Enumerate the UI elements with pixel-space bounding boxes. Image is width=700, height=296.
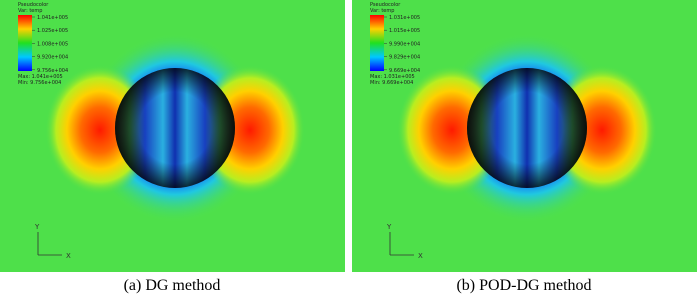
legend-max: Max: 1.041e+005: [18, 74, 63, 80]
sphere-shade: [115, 68, 235, 188]
legend-variable: Var: temp: [18, 8, 42, 14]
legend-label: 1.025e+005: [37, 28, 68, 34]
axis-x-label: X: [66, 252, 71, 260]
caption: (a) DG method: [124, 277, 221, 294]
axis-x-label: X: [418, 252, 423, 260]
caption: (b) POD-DG method: [456, 277, 591, 294]
legend-label: 1.015e+005: [389, 28, 420, 34]
legend-title: Pseudocolor: [18, 2, 49, 8]
legend-label: 1.041e+005: [37, 15, 68, 21]
legend-min: Min: 9.669e+004: [370, 80, 413, 86]
legend-min: Min: 9.756e+004: [18, 80, 61, 86]
legend-label: 9.669e+004: [389, 68, 420, 74]
sphere-shade: [467, 68, 587, 188]
color-bar: [370, 15, 384, 71]
legend-label: 1.031e+005: [389, 15, 420, 21]
axis-y-label: Y: [386, 223, 392, 231]
legend-label: 9.829e+004: [389, 55, 420, 61]
legend-max: Max: 1.031e+005: [370, 74, 415, 80]
legend-label: 1.008e+005: [37, 41, 68, 47]
color-bar: [18, 15, 32, 71]
axis-y-label: Y: [34, 223, 40, 231]
legend-label: 9.990e+004: [389, 41, 420, 47]
legend-variable: Var: temp: [370, 8, 394, 14]
legend-title: Pseudocolor: [370, 2, 401, 8]
legend-label: 9.756e+004: [37, 68, 68, 74]
legend-label: 9.920e+004: [37, 55, 68, 61]
